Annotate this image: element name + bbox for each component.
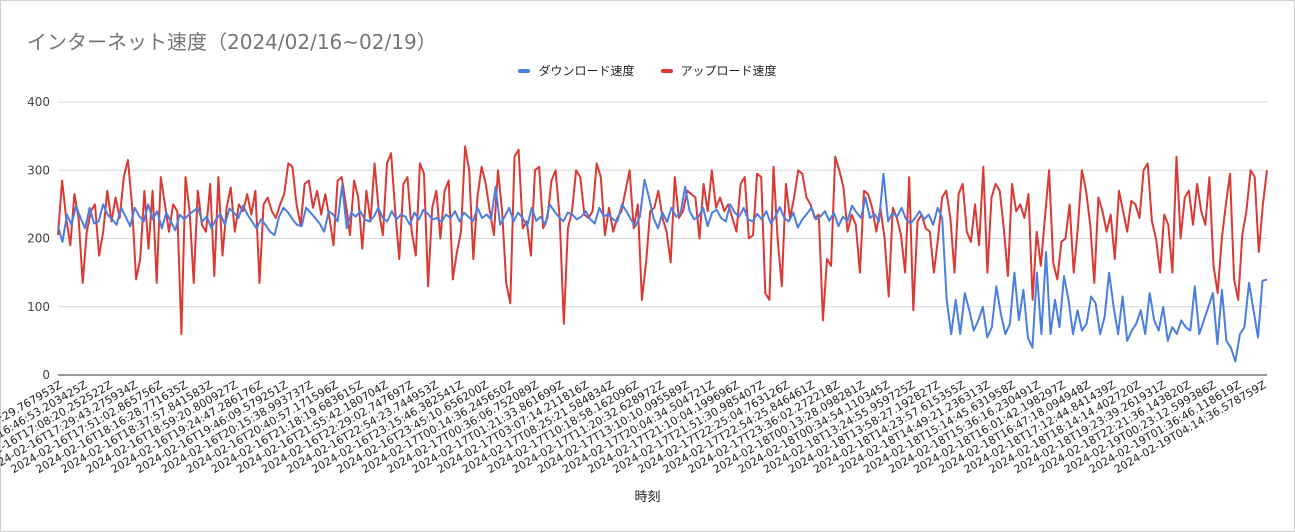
y-tick-label: 0 <box>42 368 50 382</box>
y-tick-label: 400 <box>27 95 50 109</box>
legend-item-upload[interactable]: アップロード速度 <box>660 62 777 79</box>
legend-swatch-download <box>518 68 531 73</box>
chart-legend: ダウンロード速度 アップロード速度 <box>0 62 1295 79</box>
legend-swatch-upload <box>660 68 673 73</box>
y-tick-label: 300 <box>27 163 50 177</box>
series-line-upload[interactable] <box>57 145 1268 336</box>
y-tick-label: 200 <box>27 232 50 246</box>
legend-item-download[interactable]: ダウンロード速度 <box>518 62 635 79</box>
series-line-download[interactable] <box>57 172 1268 363</box>
y-tick-label: 100 <box>27 300 50 314</box>
legend-label-download: ダウンロード速度 <box>538 64 635 78</box>
legend-label-upload: アップロード速度 <box>680 64 777 78</box>
chart-title: インターネット速度（2024/02/16~02/19） <box>27 30 437 54</box>
x-axis-title: 時刻 <box>634 490 661 505</box>
